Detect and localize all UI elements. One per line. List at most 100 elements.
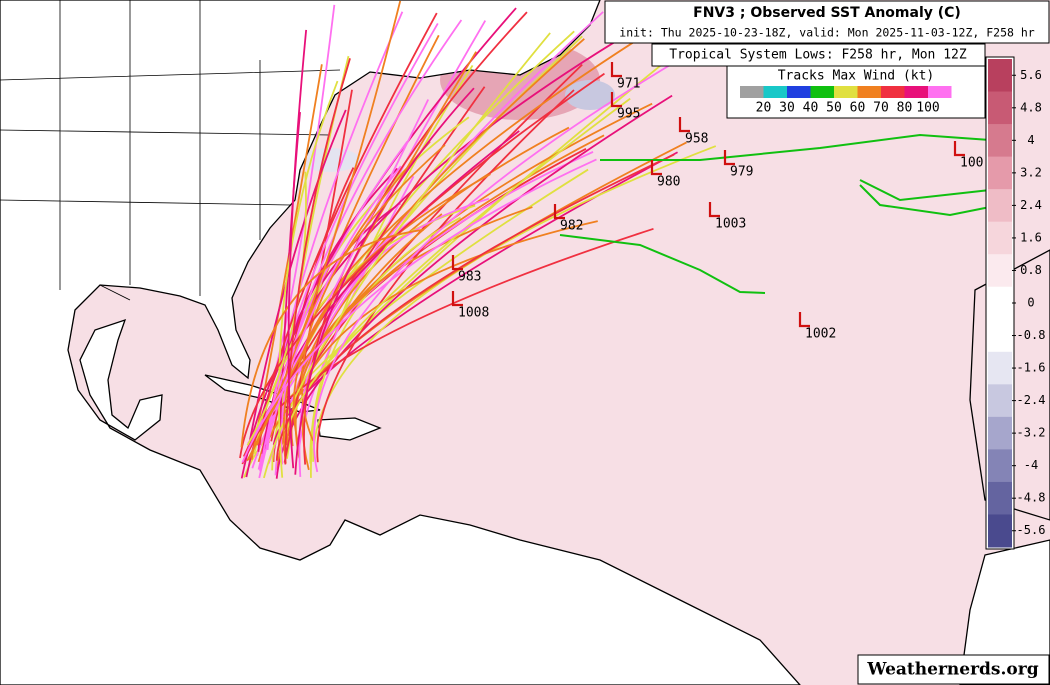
- colorbar-label: 4: [1027, 133, 1034, 147]
- legend-label: 20: [756, 101, 772, 116]
- low-pressure: 958: [685, 132, 708, 147]
- colorbar-cell: [988, 319, 1012, 353]
- title: FNV3 ; Observed SST Anomaly (C): [693, 5, 961, 21]
- legend-label: 100: [916, 101, 939, 116]
- legend: 20 30 40 50 60 70 80 100: [740, 86, 952, 116]
- track: [258, 165, 402, 479]
- track: [241, 158, 597, 463]
- legend-swatch: [928, 86, 952, 98]
- colorbar-cell: [988, 481, 1012, 515]
- colorbar: 5.6 4.8 4 3.2 2.4 1.6 0.8 0 -0.8 -1.6 -2.4 -3.2 -4 -4…: [988, 59, 1045, 548]
- track: [259, 140, 409, 472]
- africa: [959, 539, 1050, 685]
- lows-title: Tropical System Lows: F258 hr, Mon 12Z: [669, 48, 967, 63]
- subtitle: init: Thu 2025-10-23-18Z, valid: Mon 202…: [619, 26, 1034, 40]
- colorbar-cell: [988, 221, 1012, 255]
- borders: [0, 0, 341, 301]
- low-symbol: [723, 150, 735, 166]
- colorbar-cell: [988, 189, 1012, 223]
- colorbar-label: -1.6: [1017, 361, 1046, 375]
- anomaly-patch: [565, 80, 615, 110]
- track: [284, 58, 351, 465]
- track: [280, 19, 463, 465]
- legend-label: 40: [803, 101, 819, 116]
- colorbar-label: -3.2: [1017, 426, 1046, 440]
- colorbar-cell: [988, 351, 1012, 385]
- low-symbol: [953, 141, 965, 157]
- low-pressure: 100: [960, 156, 983, 171]
- low-symbol: [610, 92, 622, 108]
- colorbar-label: 2.4: [1020, 198, 1042, 212]
- track: [312, 145, 717, 462]
- low-symbol: [798, 312, 810, 328]
- legend-swatch: [881, 86, 905, 98]
- low-pressure: 983: [458, 270, 481, 285]
- colorbar-cell: [988, 416, 1012, 450]
- low-symbol: [650, 160, 662, 176]
- colorbar-cell: [988, 91, 1012, 125]
- low-pressure: 980: [657, 175, 680, 190]
- colorbar-label: 0: [1027, 296, 1034, 310]
- track: [240, 7, 517, 479]
- colorbar-cell: [988, 124, 1012, 158]
- colorbar-cell: [988, 384, 1012, 418]
- low-symbol: [451, 291, 463, 307]
- legend-label: 30: [779, 101, 795, 116]
- track: [239, 72, 605, 459]
- track: [294, 87, 475, 475]
- colorbar-cell: [988, 59, 1012, 93]
- colorbar-label: 5.6: [1020, 68, 1042, 82]
- legend-label: 80: [897, 101, 913, 116]
- colorbar-cell: [988, 254, 1012, 288]
- track: [309, 64, 474, 464]
- legend-title: Tracks Max Wind (kt): [778, 69, 935, 84]
- track: [600, 133, 991, 161]
- track: [559, 234, 766, 294]
- track: [265, 22, 439, 445]
- colorbar-label: -2.4: [1017, 393, 1046, 407]
- track: [283, 97, 631, 441]
- header-box: [604, 0, 1050, 44]
- track: [246, 0, 402, 462]
- legend-swatch: [834, 86, 858, 98]
- legend-swatch: [787, 86, 811, 98]
- track: [285, 220, 598, 446]
- low-symbol: [610, 62, 622, 78]
- colorbar-label: 1.6: [1020, 230, 1042, 244]
- low-pressure: 995: [617, 107, 640, 122]
- watermark-box: [857, 654, 1050, 685]
- low-pressure: 1002: [805, 327, 836, 342]
- colorbar-cell: [988, 156, 1012, 190]
- low-pressure: 1003: [715, 217, 746, 232]
- legend-swatch: [740, 86, 764, 98]
- track: [287, 29, 308, 469]
- low-symbol: [678, 117, 690, 133]
- colorbar-label: 0.8: [1020, 263, 1042, 277]
- low-pressure: 982: [560, 219, 583, 234]
- legend-label: 60: [850, 101, 866, 116]
- low-pressure: 971: [617, 77, 640, 92]
- colorbar-label: -4.8: [1017, 491, 1046, 505]
- watermark: Weathernerds.org: [866, 660, 1038, 680]
- track: [240, 228, 424, 448]
- low-symbol: [451, 255, 463, 271]
- colorbar-label: -0.8: [1017, 328, 1046, 342]
- legend-swatch: [904, 86, 928, 98]
- hispaniola: [317, 417, 382, 441]
- low-symbol: [553, 204, 565, 220]
- track: [859, 179, 1001, 217]
- colorbar-cell: [988, 449, 1012, 483]
- low-pressure: 979: [730, 165, 753, 180]
- low-pressure: 1008: [458, 306, 489, 321]
- colorbar-label: -5.6: [1017, 523, 1046, 537]
- tracks: [239, 0, 1001, 479]
- colorbar-cell: [988, 286, 1012, 320]
- legend-swatch: [763, 86, 787, 98]
- legend-label: 70: [873, 101, 889, 116]
- track: [282, 144, 446, 464]
- legend-swatch: [857, 86, 881, 98]
- track: [278, 80, 339, 478]
- track: [310, 216, 461, 478]
- lows: 971 995 958 979 980 1003 982 983 1008 1002 100: [451, 62, 983, 342]
